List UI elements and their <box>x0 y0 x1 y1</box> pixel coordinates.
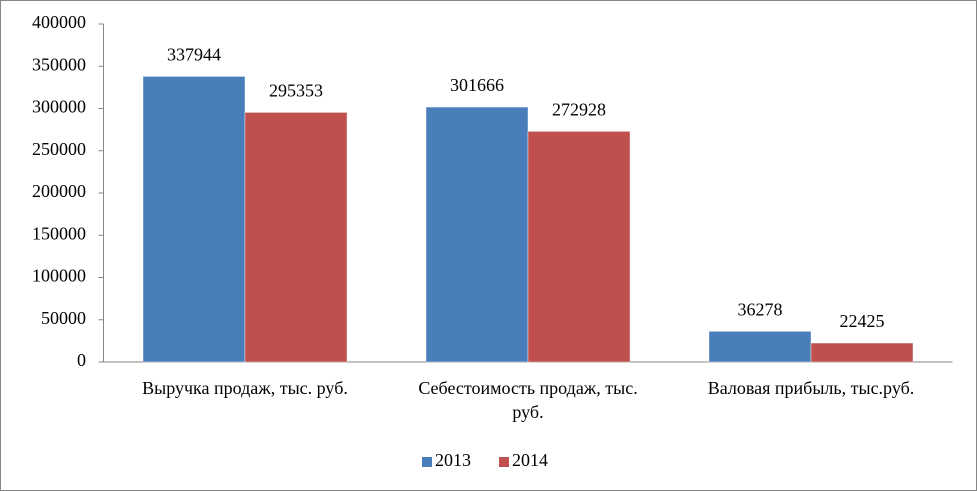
value-label: 22425 <box>840 311 885 331</box>
bar <box>708 330 812 363</box>
y-tick-label: 100000 <box>32 266 86 286</box>
legend-label: 2013 <box>435 450 471 470</box>
value-label: 36278 <box>738 299 783 319</box>
y-tick-label: 50000 <box>41 308 86 328</box>
legend-swatch <box>499 457 509 467</box>
bar <box>810 342 914 363</box>
x-tick-label: Себестоимость продаж, тыс. руб. <box>418 378 638 422</box>
bar <box>527 130 631 363</box>
value-label: 301666 <box>450 75 504 95</box>
x-tick-label: Выручка продаж, тыс. руб. <box>142 378 348 398</box>
legend-label: 2014 <box>512 450 548 470</box>
y-tick-label: 200000 <box>32 181 86 201</box>
bar <box>425 106 529 363</box>
value-label: 272928 <box>552 100 606 120</box>
y-tick-label: 0 <box>77 350 86 370</box>
x-tick-label: Валовая прибыль, тыс.руб. <box>707 378 915 398</box>
legend-swatch <box>422 457 432 467</box>
value-label: 337944 <box>167 45 221 65</box>
y-tick-label: 300000 <box>32 97 86 117</box>
y-tick-label: 150000 <box>32 223 86 243</box>
y-tick-label: 250000 <box>32 139 86 159</box>
value-label: 295353 <box>269 81 323 101</box>
y-tick-label: 350000 <box>32 54 86 74</box>
bar <box>244 111 348 363</box>
y-tick-label: 400000 <box>32 12 86 32</box>
bar <box>142 75 246 363</box>
